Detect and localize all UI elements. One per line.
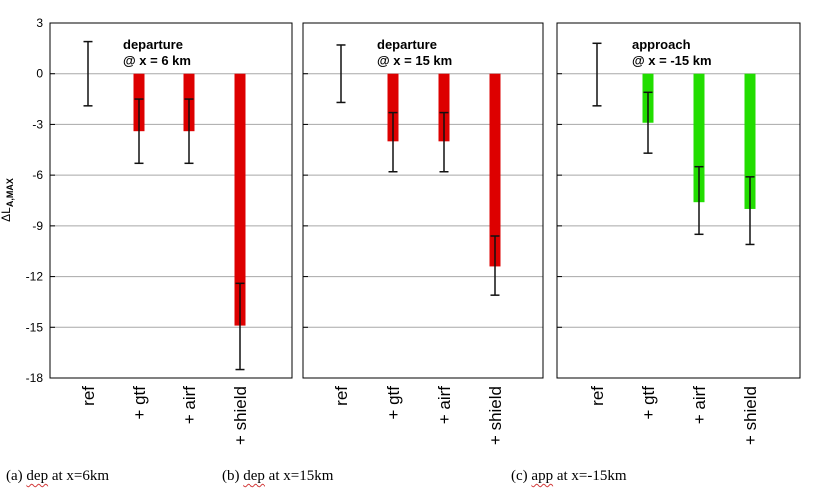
x-tick-label: ref	[79, 386, 98, 406]
chart-panel-a: departure@ x = 6 km ref + gtf + airf + shiel…	[0, 16, 293, 445]
panel-title-line: approach	[632, 37, 691, 52]
x-tick-label: + airf	[690, 386, 709, 425]
y-tick-label: -3	[32, 117, 43, 131]
caption-c-label: (c)	[511, 468, 532, 484]
x-tick-label: + shield	[486, 386, 505, 445]
x-tick-label: + airf	[180, 386, 199, 425]
caption-a-rest: at x=6km	[48, 468, 110, 484]
caption-c-rest: at x=-15km	[553, 468, 627, 484]
caption-a-abbr: dep	[26, 468, 49, 484]
y-axis-label-main: ΔL	[0, 207, 13, 222]
chart-panel-c: approach@ x = -15 km ref + gtf + airf + shie…	[556, 22, 801, 445]
y-axis-label-subscript: A,MAX	[5, 178, 15, 207]
y-tick-label: 0	[36, 67, 43, 81]
panel-title-line: @ x = -15 km	[632, 53, 712, 68]
caption-b-rest: at x=15km	[264, 468, 334, 484]
x-tick-label: ref	[588, 386, 607, 406]
x-tick-label: + airf	[435, 386, 454, 425]
bar-b-4	[489, 73, 501, 267]
x-tick-label: + gtf	[384, 386, 403, 420]
y-tick-label: -12	[26, 270, 44, 284]
caption-b-abbr: dep	[243, 468, 265, 484]
caption-c: (c) app at x=-15km	[511, 468, 627, 485]
plot-frame	[556, 22, 801, 379]
caption-a-label: (a)	[6, 468, 27, 484]
bar-c-3	[693, 73, 705, 203]
caption-c-abbr: app	[531, 468, 554, 484]
caption-a: (a) dep at x=6km	[6, 468, 109, 485]
x-tick-label: + shield	[231, 386, 250, 445]
x-tick-label: + gtf	[130, 386, 149, 420]
bar-c-4	[744, 73, 756, 209]
chart-panel-b: departure@ x = 15 km ref + gtf + airf + shie…	[302, 22, 544, 445]
panel-title-line: @ x = 15 km	[377, 53, 452, 68]
x-tick-label: + shield	[741, 386, 760, 445]
panel-title-line: departure	[377, 37, 437, 52]
panel-title-line: departure	[123, 37, 183, 52]
plot-frame	[49, 22, 293, 379]
bar-b-2	[387, 73, 399, 142]
plot-frame	[302, 22, 544, 379]
caption-b-label: (b)	[222, 468, 244, 484]
y-tick-label: -18	[26, 371, 44, 385]
y-axis-label: ΔLA,MAX	[0, 178, 15, 222]
bar-b-3	[438, 73, 450, 142]
panel-title-line: @ x = 6 km	[123, 53, 191, 68]
bar-a-4	[234, 73, 246, 326]
y-tick-label: -9	[32, 219, 43, 233]
y-tick-label: -15	[26, 320, 44, 334]
x-tick-label: ref	[332, 386, 351, 406]
caption-b: (b) dep at x=15km	[222, 468, 333, 485]
x-tick-label: + gtf	[639, 386, 658, 420]
y-tick-label: 3	[36, 16, 43, 30]
y-tick-label: -6	[32, 168, 43, 182]
